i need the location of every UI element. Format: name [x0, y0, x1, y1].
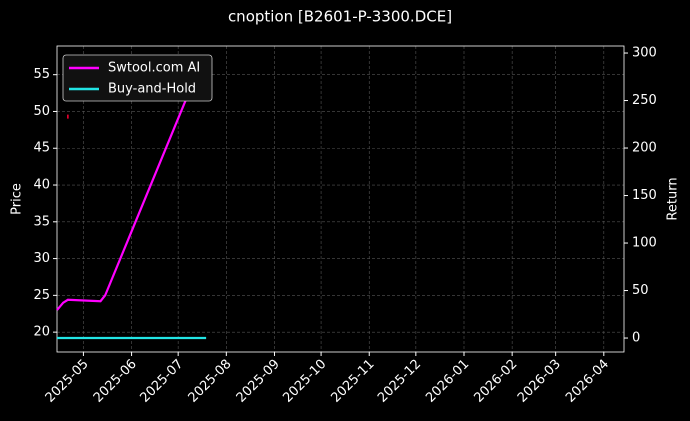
y-tick-label: 45 — [33, 141, 50, 156]
y-tick-label: 55 — [33, 67, 50, 82]
y2-tick-label: 200 — [632, 141, 657, 156]
y-tick-label: 30 — [33, 251, 50, 266]
y2-tick-label: 0 — [632, 331, 640, 346]
y2-tick-label: 100 — [632, 236, 657, 251]
y-tick-label: 25 — [33, 288, 50, 303]
y2-axis-label: Return — [666, 177, 681, 220]
legend-label: Buy-and-Hold — [108, 82, 196, 97]
y2-tick-label: 50 — [632, 283, 649, 298]
plot-frame — [56, 45, 625, 353]
y-tick-label: 50 — [33, 104, 50, 119]
legend-label: Swtool.com AI — [108, 61, 200, 76]
chart-title: cnoption [B2601-P-3300.DCE] — [228, 8, 452, 26]
y2-tick-label: 150 — [632, 188, 657, 203]
y-tick-label: 20 — [33, 325, 50, 340]
y-tick-label: 40 — [33, 178, 50, 193]
y2-tick-label: 300 — [632, 46, 657, 61]
y-tick-label: 35 — [33, 214, 50, 229]
series-line — [56, 69, 200, 311]
y2-tick-label: 250 — [632, 93, 657, 108]
legend-box — [62, 54, 213, 102]
y-axis-label: Price — [10, 183, 25, 215]
